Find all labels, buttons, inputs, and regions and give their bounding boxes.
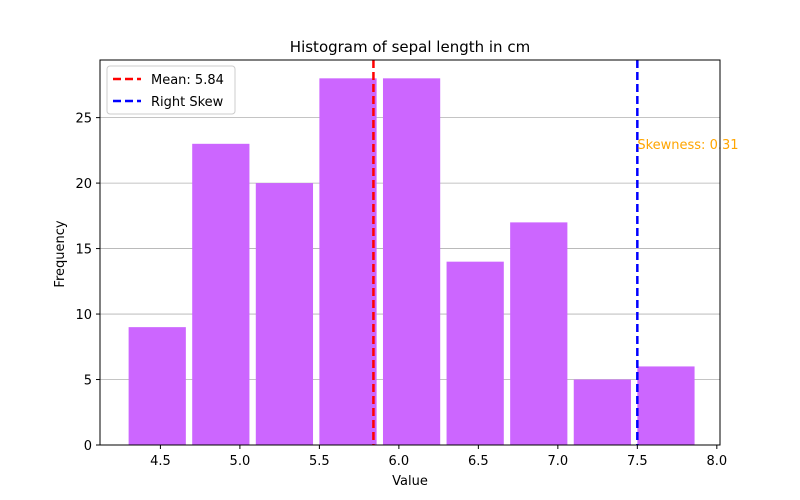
histogram-bar <box>573 379 631 445</box>
x-tick-label: 5.5 <box>309 454 330 469</box>
legend-label: Right Skew <box>151 95 224 110</box>
x-tick-label: 6.0 <box>389 454 410 469</box>
x-axis-ticks: 4.5 5.0 5.5 6.0 6.5 7.0 7.5 8.0 <box>150 445 727 469</box>
histogram-bar <box>192 143 250 446</box>
x-tick-label: 5.0 <box>230 454 251 469</box>
y-tick-label: 15 <box>75 243 92 258</box>
histogram-bar <box>319 78 377 445</box>
plot-frame <box>99 59 721 446</box>
legend: Mean: 5.84 Right Skew <box>106 65 236 115</box>
y-tick-label: 10 <box>75 308 92 323</box>
histogram-bar <box>255 183 314 445</box>
x-tick-label: 8.0 <box>706 454 727 469</box>
x-tick-label: 4.5 <box>150 454 171 469</box>
y-tick-label: 0 <box>84 439 92 454</box>
legend-label: Mean: 5.84 <box>151 73 224 88</box>
y-axis-ticks: 0 5 10 15 20 25 <box>75 112 100 454</box>
reference-lines <box>372 60 639 445</box>
x-tick-label: 7.5 <box>627 454 648 469</box>
y-axis-label: Frequency <box>53 220 68 287</box>
histogram-bar <box>128 327 186 445</box>
skewness-annotation: Skewness: 0.31 <box>637 138 738 153</box>
histogram-bar <box>510 222 568 445</box>
histogram-bar <box>446 261 504 445</box>
bars <box>128 78 695 446</box>
y-tick-label: 20 <box>75 177 92 192</box>
y-tick-label: 5 <box>84 374 92 389</box>
x-axis-label: Value <box>392 474 428 489</box>
y-tick-label: 25 <box>75 112 92 127</box>
chart-title: Histogram of sepal length in cm <box>290 38 530 56</box>
x-tick-label: 6.5 <box>468 454 489 469</box>
histogram-bar <box>637 366 695 445</box>
histogram-bar <box>382 78 441 445</box>
x-tick-label: 7.0 <box>548 454 569 469</box>
